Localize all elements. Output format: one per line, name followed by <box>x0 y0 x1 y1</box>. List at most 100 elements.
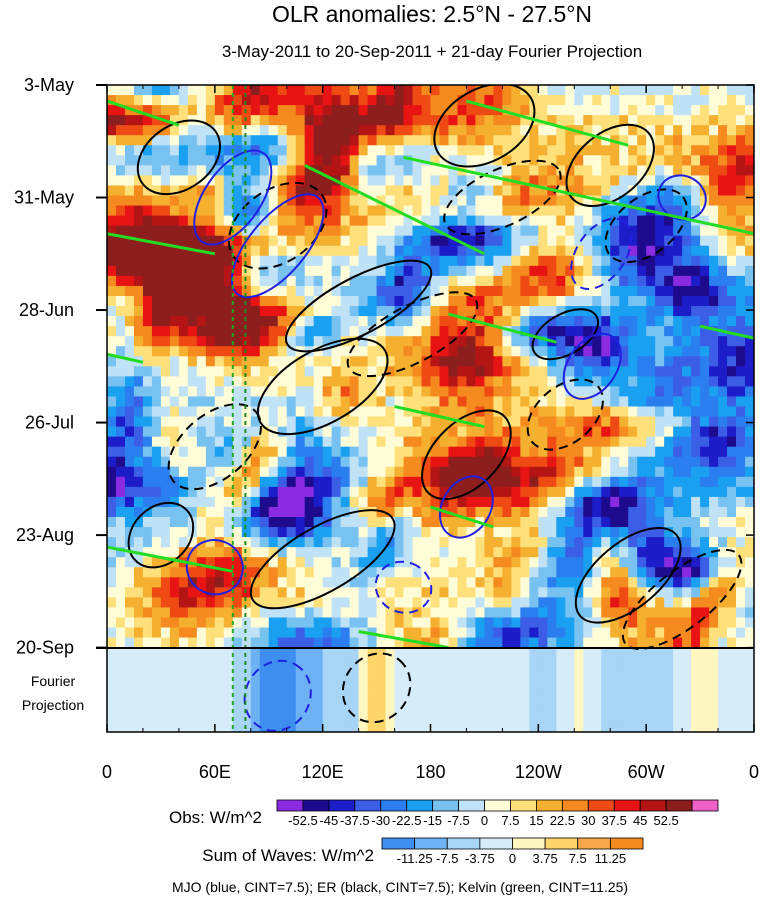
obs-cell <box>574 406 584 418</box>
obs-cell <box>259 496 270 508</box>
obs-cell <box>457 597 468 609</box>
obs-cell <box>466 506 477 518</box>
projection-cell <box>187 668 198 680</box>
obs-cell <box>394 436 405 448</box>
obs-cell <box>160 326 171 337</box>
obs-cell <box>682 426 692 438</box>
obs-cell <box>484 527 495 538</box>
obs-cell <box>646 567 656 578</box>
obs-cell <box>115 155 126 166</box>
obs-cell <box>475 577 486 588</box>
projection-cell <box>232 668 243 680</box>
obs-cell <box>637 527 647 538</box>
obs-cell <box>268 486 279 498</box>
projection-cell <box>133 689 144 701</box>
obs-cell <box>583 607 593 619</box>
obs-cell <box>223 175 234 187</box>
obs-cell <box>601 346 611 357</box>
projection-cell <box>403 700 414 712</box>
obs-cell <box>142 406 153 418</box>
projection-cell <box>673 710 683 723</box>
obs-cell <box>133 456 144 468</box>
obs-cell <box>430 416 441 428</box>
projection-cell <box>367 721 378 732</box>
obs-cell <box>187 406 198 418</box>
obs-cell <box>241 215 252 227</box>
kelvin-contour <box>466 99 629 147</box>
obs-cell <box>592 577 602 588</box>
projection-cell <box>493 647 503 659</box>
obs-cell <box>223 356 234 367</box>
projection-cell <box>637 679 647 691</box>
projection-cell <box>205 710 216 723</box>
obs-cell <box>439 245 450 257</box>
obs-cell <box>331 245 342 257</box>
obs-cell <box>457 366 468 377</box>
obs-cell <box>709 85 719 96</box>
projection-cell <box>520 647 530 659</box>
projection-cell <box>286 721 297 732</box>
obs-cell <box>313 436 324 448</box>
obs-cell <box>718 336 728 347</box>
obs-cell <box>736 85 746 96</box>
projection-cell <box>547 647 557 659</box>
projection-cell <box>394 700 405 712</box>
obs-cell <box>223 506 234 518</box>
obs-cell <box>340 547 351 558</box>
projection-cell <box>619 700 629 712</box>
obs-cell <box>385 306 396 317</box>
obs-cell <box>277 175 288 187</box>
obs-cell <box>511 255 521 267</box>
projection-cell <box>448 647 459 659</box>
obs-cell <box>493 617 503 629</box>
obs-cell <box>322 567 333 578</box>
obs-cell <box>196 476 207 488</box>
obs-cell <box>673 336 683 347</box>
obs-cell <box>718 396 728 408</box>
er-contour <box>604 188 688 263</box>
obs-cell <box>187 627 198 639</box>
obs-cell <box>295 426 306 438</box>
obs-cell <box>277 245 288 257</box>
obs-colorbar-tick-label: 7.5 <box>501 813 519 828</box>
obs-cell <box>601 115 611 126</box>
obs-cell <box>187 346 198 357</box>
obs-cell <box>412 356 423 367</box>
obs-cell <box>187 336 198 347</box>
obs-cell <box>107 456 117 468</box>
obs-cell <box>295 617 306 629</box>
obs-cell <box>331 436 342 448</box>
obs-cell <box>331 547 342 558</box>
obs-cell <box>169 446 180 458</box>
obs-cell <box>529 135 539 146</box>
obs-cell <box>187 376 198 387</box>
obs-cell <box>529 557 539 568</box>
obs-cell <box>502 205 512 217</box>
obs-cell <box>718 446 728 458</box>
obs-cell <box>178 336 189 347</box>
obs-cell <box>286 316 297 327</box>
obs-cell <box>457 225 468 237</box>
obs-cell <box>565 577 575 588</box>
obs-cell <box>718 356 728 367</box>
projection-cell <box>124 658 135 670</box>
obs-cell <box>268 235 279 247</box>
projection-cell <box>592 721 602 732</box>
obs-cell <box>331 225 342 237</box>
obs-cell <box>385 175 396 187</box>
obs-cell <box>745 295 754 307</box>
obs-cell <box>457 436 468 448</box>
projection-cell <box>196 700 207 712</box>
obs-cell <box>592 517 602 528</box>
obs-cell <box>331 466 342 478</box>
obs-cell <box>448 426 459 438</box>
obs-cell <box>637 235 647 247</box>
obs-cell <box>124 426 135 438</box>
obs-cell <box>637 607 647 619</box>
obs-cell <box>583 255 593 267</box>
obs-cell <box>241 517 252 528</box>
projection-cell <box>295 647 306 659</box>
obs-cell <box>529 306 539 317</box>
obs-cell <box>646 426 656 438</box>
obs-cell <box>142 607 153 619</box>
